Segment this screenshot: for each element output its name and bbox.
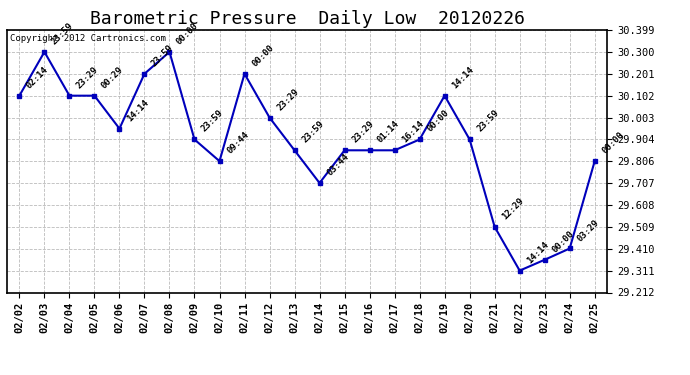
Text: 23:59: 23:59 xyxy=(200,108,226,134)
Text: 02:14: 02:14 xyxy=(25,65,50,90)
Text: 23:59: 23:59 xyxy=(300,119,326,145)
Text: 23:29: 23:29 xyxy=(275,87,300,112)
Text: Copyright 2012 Cartronics.com: Copyright 2012 Cartronics.com xyxy=(10,34,166,43)
Text: 14:14: 14:14 xyxy=(450,65,475,90)
Text: 16:14: 16:14 xyxy=(400,119,426,145)
Text: 00:00: 00:00 xyxy=(600,130,626,156)
Text: 14:14: 14:14 xyxy=(125,98,150,123)
Title: Barometric Pressure  Daily Low  20120226: Barometric Pressure Daily Low 20120226 xyxy=(90,10,524,28)
Text: 03:44: 03:44 xyxy=(325,152,351,177)
Text: 23:59: 23:59 xyxy=(475,108,500,134)
Text: 03:29: 03:29 xyxy=(575,217,600,243)
Text: 23:29: 23:29 xyxy=(350,119,375,145)
Text: 00:00: 00:00 xyxy=(250,43,275,68)
Text: 23:29: 23:29 xyxy=(75,65,100,90)
Text: 01:14: 01:14 xyxy=(375,119,400,145)
Text: 23:59: 23:59 xyxy=(50,21,75,46)
Text: 23:59: 23:59 xyxy=(150,43,175,68)
Text: 14:14: 14:14 xyxy=(525,240,551,265)
Text: 00:00: 00:00 xyxy=(425,108,451,134)
Text: 00:00: 00:00 xyxy=(550,229,575,254)
Text: 12:29: 12:29 xyxy=(500,196,526,221)
Text: 00:29: 00:29 xyxy=(100,65,126,90)
Text: 00:00: 00:00 xyxy=(175,21,200,46)
Text: 09:44: 09:44 xyxy=(225,130,250,156)
